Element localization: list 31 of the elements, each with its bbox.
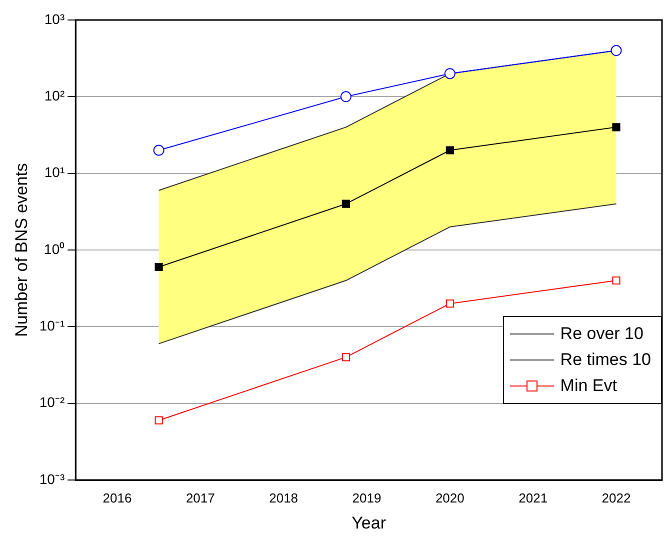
y-tick-label: 10⁻² bbox=[39, 394, 65, 410]
x-tick-label: 2019 bbox=[352, 490, 382, 506]
point bbox=[612, 123, 620, 132]
x-tick-label: 2022 bbox=[602, 490, 631, 506]
y-tick-label: 10⁻³ bbox=[39, 470, 65, 487]
point bbox=[154, 262, 163, 272]
y-tick-label: 10⁰ bbox=[44, 240, 65, 257]
x-tick-label: 2017 bbox=[186, 490, 215, 506]
x-tick-label: 2021 bbox=[518, 490, 548, 506]
point bbox=[612, 276, 620, 285]
legend-label: Re over 10 bbox=[560, 324, 644, 344]
point bbox=[446, 146, 454, 154]
y-axis-title: Number of BNS events bbox=[12, 163, 31, 337]
point bbox=[342, 353, 350, 362]
x-axis-title: Year bbox=[352, 513, 386, 532]
y-tick-label: 10² bbox=[44, 88, 65, 104]
point bbox=[342, 200, 350, 208]
y-tick-label: 10⁻¹ bbox=[39, 318, 65, 334]
point bbox=[154, 416, 163, 424]
legend-label: Min Evt bbox=[560, 376, 617, 396]
legend-label: Re times 10 bbox=[560, 350, 651, 370]
x-tick-label: 2016 bbox=[102, 490, 132, 506]
point bbox=[153, 144, 164, 156]
y-tick-label: 10¹ bbox=[44, 164, 65, 180]
point bbox=[444, 68, 456, 80]
x-tick-label: 2020 bbox=[435, 490, 464, 506]
point bbox=[340, 91, 352, 102]
point bbox=[610, 45, 622, 56]
point bbox=[446, 300, 454, 308]
y-tick-label: 10³ bbox=[44, 10, 65, 27]
x-tick-label: 2018 bbox=[269, 490, 298, 506]
